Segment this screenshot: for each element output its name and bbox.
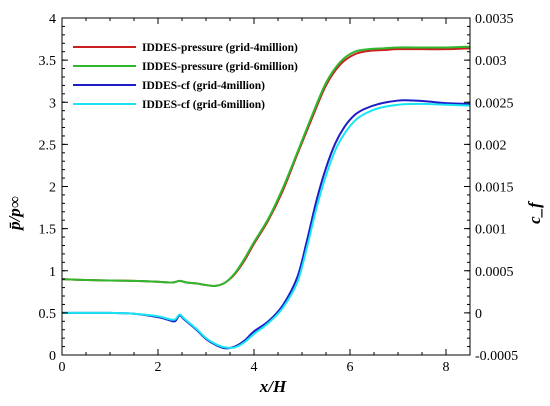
y-left-tick-label: 1.5 (39, 223, 57, 238)
y-left-tick-label: 3.5 (39, 54, 57, 69)
y-right-tick-label: 0 (475, 307, 482, 322)
legend-label-4: IDDES-cf (grid-6million) (142, 99, 265, 111)
x-tick-label: 2 (155, 360, 162, 375)
y-left-tick-label: 4 (49, 12, 56, 27)
x-tick-label: 8 (443, 360, 450, 375)
y-right-tick-label: 0.0015 (475, 181, 514, 196)
y-right-tick-label: -0.0005 (475, 349, 518, 364)
y-left-tick-label: 0.5 (39, 307, 57, 322)
plot-lines (61, 45, 471, 350)
y-right-tick-label: 0.0025 (475, 96, 514, 111)
y-right-tick-label: 0.003 (475, 54, 507, 69)
legend-label-3: IDDES-cf (grid-4million) (142, 80, 265, 92)
x-tick-label: 6 (347, 360, 354, 375)
y-axis-label-left: p̄/p∞ (5, 196, 24, 232)
y-left-tick-label: 2 (49, 181, 56, 196)
y-left-tick-label: 1 (49, 265, 56, 280)
y-left-tick-label: 2.5 (39, 138, 57, 153)
y-right-tick-label: 0.0035 (475, 12, 514, 27)
y-right-tick-label: 0.001 (475, 223, 507, 238)
ticks: 0 2 4 6 8 0 0.5 1 1.5 2 2.5 3 3.5 4 -0.0005 0 0.0005 0.00… (39, 12, 519, 375)
y-right-tick-label: 0.0005 (475, 265, 514, 280)
y-axis-label-right: c_f (525, 200, 544, 224)
y-left-tick-label: 3 (49, 96, 56, 111)
series-line-1 (61, 47, 471, 288)
x-axis-label: x/H (259, 377, 287, 396)
series-line-4 (62, 102, 471, 349)
x-tick-label: 0 (59, 360, 66, 375)
legend-label-1: IDDES-pressure (grid-4million) (142, 42, 298, 54)
legend: IDDES-pressure (grid-4million) IDDES-pres… (73, 42, 298, 111)
x-tick-label: 4 (251, 360, 258, 375)
y-left-tick-label: 0 (49, 349, 56, 364)
legend-label-2: IDDES-pressure (grid-6million) (142, 61, 298, 73)
y-right-tick-label: 0.002 (475, 138, 507, 153)
series-line-2 (61, 45, 471, 288)
